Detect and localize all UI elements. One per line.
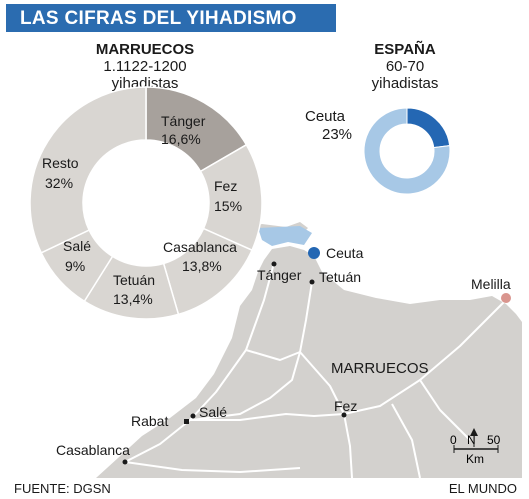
map-city-casablanca-label: Casablanca	[56, 442, 130, 458]
map-road	[190, 413, 345, 421]
map-city-ceuta-marker	[308, 247, 320, 259]
map-road	[124, 461, 301, 473]
map-scale: 0 N 50 Km	[450, 428, 501, 466]
spain-donut	[363, 107, 451, 195]
map-road	[343, 413, 353, 479]
title-bar: LAS CIFRAS DEL YIHADISMO	[6, 4, 336, 32]
spain-slice-1	[363, 107, 451, 195]
spain-subheading: 60-70	[385, 58, 425, 75]
map-city-melilla-label: Melilla	[471, 276, 511, 292]
map-country-label: MARRUECOS	[331, 360, 429, 377]
slice-label-tetuan: Tetuán	[113, 272, 155, 288]
map-city-melilla-marker	[501, 293, 511, 303]
slice-value-tetuan: 13,4%	[113, 291, 153, 307]
spain-header: ESPAÑA 60-70 yihadistas	[330, 41, 480, 92]
slice-value-tanger: 16,6%	[161, 131, 201, 147]
map-city-tanger-label: Tánger	[257, 267, 302, 283]
slice-value-resto: 32%	[45, 175, 73, 191]
slice-value-fez: 15%	[214, 198, 242, 214]
slice-value-ceuta: 23%	[322, 126, 352, 143]
map-city-sale-marker	[190, 413, 196, 419]
morocco-heading: MARRUECOS	[95, 41, 195, 58]
map: Ceuta Tánger Tetuán Melilla Rabat Salé F…	[56, 222, 522, 479]
morocco-subheading: 1.1122-1200	[103, 58, 187, 75]
map-city-ceuta-label: Ceuta	[326, 245, 364, 261]
slice-label-tanger: Tánger	[161, 113, 206, 129]
slice-label-casablanca: Casablanca	[163, 239, 237, 255]
map-road	[245, 349, 301, 361]
scale-end: 50	[487, 433, 501, 447]
map-road	[299, 351, 345, 415]
map-city-fez-label: Fez	[334, 398, 357, 414]
north-arrow-icon	[470, 428, 478, 436]
slice-label-ceuta: Ceuta	[305, 108, 346, 125]
scale-start: 0	[450, 433, 457, 447]
map-road	[124, 262, 275, 463]
map-city-tetuan-label: Tetuán	[319, 269, 361, 285]
map-strait	[258, 226, 312, 246]
scale-north: N	[467, 433, 476, 447]
slice-label-fez: Fez	[214, 178, 237, 194]
scale-unit: Km	[466, 452, 484, 466]
map-city-casablanca-marker	[122, 459, 128, 465]
map-road	[191, 281, 313, 421]
map-city-sale-label: Salé	[199, 404, 227, 420]
slice-value-sale: 9%	[65, 258, 85, 274]
morocco-donut	[29, 86, 263, 320]
map-city-rabat-marker	[184, 419, 189, 424]
map-city-tetuan-marker	[309, 279, 315, 285]
map-city-fez-marker	[341, 412, 347, 418]
slice-label-sale: Salé	[63, 238, 91, 254]
map-road	[391, 403, 421, 479]
slice-value-casablanca: 13,8%	[182, 258, 222, 274]
map-road	[343, 299, 507, 415]
spain-heading: ESPAÑA	[374, 41, 436, 58]
slice-label-resto: Resto	[42, 155, 79, 171]
spain-unit: yihadistas	[371, 75, 439, 92]
chart-title: LAS CIFRAS DEL YIHADISMO	[20, 8, 297, 29]
spain-slice-0	[406, 107, 451, 149]
footer-brand: EL MUNDO	[448, 481, 517, 496]
footer-source: FUENTE: DGSN	[14, 481, 111, 496]
morocco-slice-5	[29, 86, 147, 254]
morocco-donut-labels: Tánger 16,6% Fez 15% Casablanca 13,8% Te…	[42, 113, 242, 307]
map-city-tanger-marker	[271, 261, 277, 267]
map-city-rabat-label: Rabat	[131, 413, 168, 429]
map-road	[419, 379, 471, 441]
